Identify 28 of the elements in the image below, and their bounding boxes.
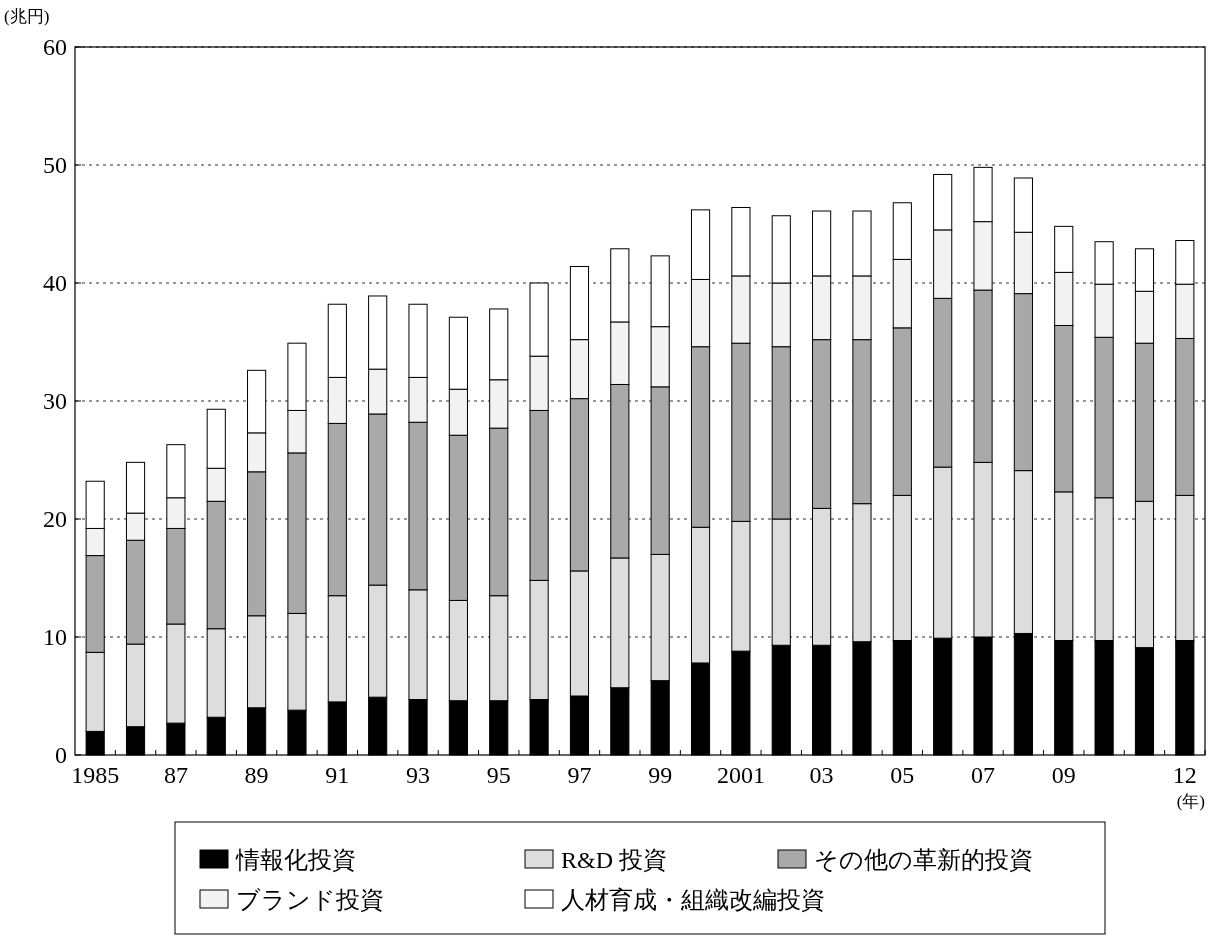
x-tick-label: 89 — [244, 762, 269, 788]
x-tick-label: 97 — [567, 762, 592, 788]
x-tick-label: 03 — [809, 762, 834, 788]
x-tick-label: 95 — [486, 762, 511, 788]
legend-label: その他の革新的投資 — [814, 847, 1033, 873]
x-tick-label: 12 — [1172, 762, 1197, 788]
x-tick-label: 05 — [890, 762, 915, 788]
y-tick-label: 40 — [43, 270, 67, 296]
x-tick-label: 99 — [648, 762, 673, 788]
y-tick-label: 60 — [43, 34, 67, 60]
x-tick-label: 93 — [406, 762, 431, 788]
legend-label: R&D 投資 — [561, 847, 668, 873]
legend-label: ブランド投資 — [236, 887, 384, 913]
y-tick-label: 50 — [43, 152, 67, 178]
y-tick-label: 0 — [55, 742, 67, 768]
legend-label: 情報化投資 — [235, 847, 356, 873]
x-tick-label: 1985 — [71, 762, 120, 788]
y-tick-label: 30 — [43, 388, 67, 414]
x-tick-label: 91 — [325, 762, 350, 788]
y-tick-label: 10 — [43, 624, 67, 650]
y-axis-title: (兆円) — [4, 7, 50, 26]
y-tick-label: 20 — [43, 506, 67, 532]
x-axis-title: (年) — [1176, 792, 1205, 811]
x-tick-label: 09 — [1051, 762, 1076, 788]
x-tick-label: 07 — [971, 762, 996, 788]
x-tick-label: 87 — [163, 762, 188, 788]
x-tick-label: 2001 — [716, 762, 765, 788]
legend-label: 人材育成・組織改編投資 — [561, 887, 825, 913]
